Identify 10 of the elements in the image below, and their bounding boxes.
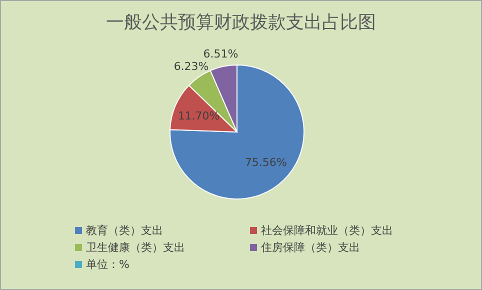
legend-label: 卫生健康（类）支出 [86,241,185,254]
text: 单位：% [86,258,130,271]
data-label: 6.23% [174,60,209,73]
data-label: 11.70% [178,110,220,123]
chart-title: 一般公共预算财政拨款支出占比图 [106,12,376,33]
legend-label: 教育（类）支出 [86,224,163,237]
legend-label: 住房保障（类）支出 [261,241,360,254]
legend-label: 社会保障和就业（类）支出 [261,224,393,237]
data-label: 75.56% [244,156,287,169]
data-label: 6.51% [203,47,238,60]
